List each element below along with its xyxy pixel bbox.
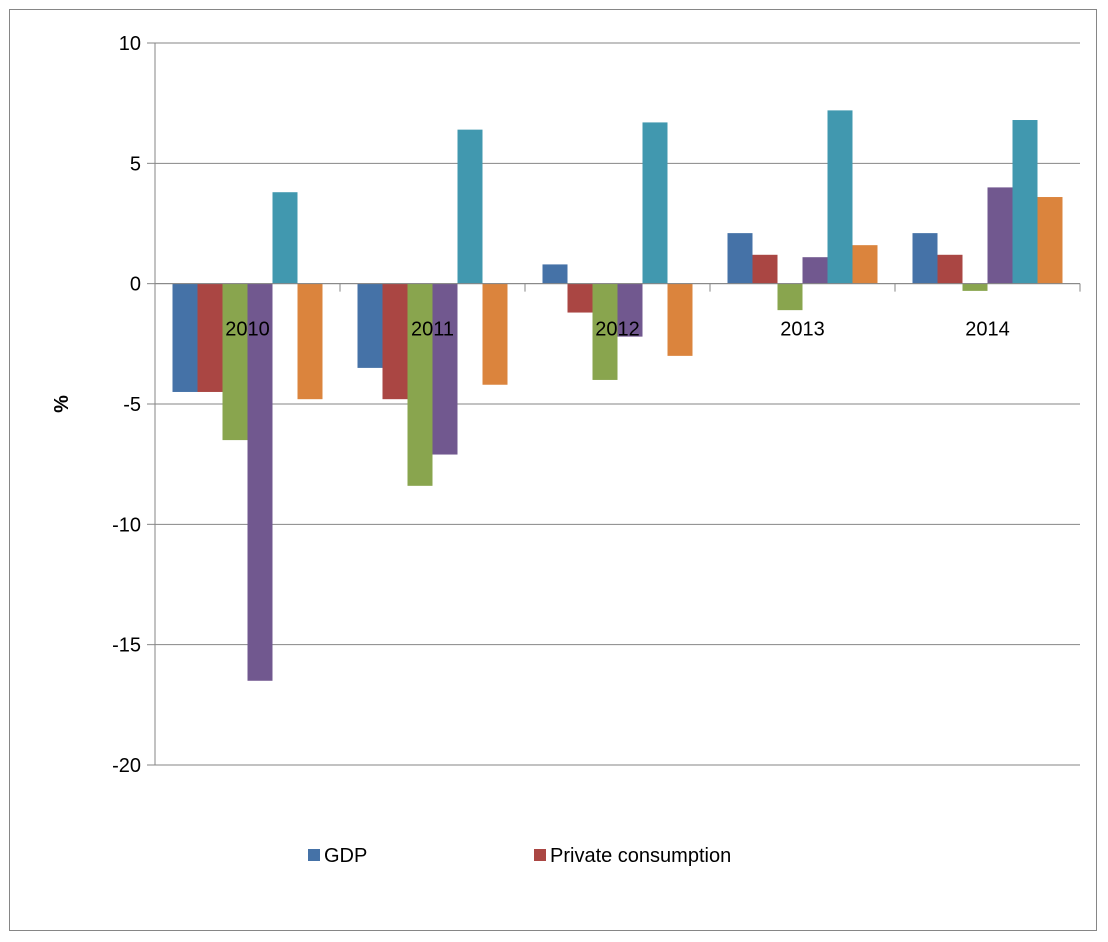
legend-swatch bbox=[308, 849, 320, 861]
legend-item: Private consumption bbox=[534, 845, 731, 867]
bar bbox=[457, 129, 483, 284]
bar bbox=[407, 283, 433, 486]
y-tick-label: -5 bbox=[123, 394, 141, 416]
bar bbox=[432, 283, 458, 455]
legend-swatch bbox=[534, 849, 546, 861]
bar bbox=[297, 283, 323, 400]
y-tick-label: -15 bbox=[112, 635, 141, 657]
bar bbox=[222, 283, 248, 441]
bar bbox=[1037, 197, 1063, 284]
legend-label: Private consumption bbox=[550, 845, 731, 867]
bar bbox=[667, 283, 693, 356]
x-tick-label: 2013 bbox=[780, 319, 825, 341]
gridlines bbox=[147, 42, 1080, 766]
y-axis-label: % bbox=[51, 395, 73, 413]
legend-item: GDP bbox=[308, 845, 367, 867]
bar bbox=[962, 283, 988, 291]
bar bbox=[777, 283, 803, 311]
y-tick-label: 10 bbox=[119, 33, 141, 55]
bar bbox=[727, 233, 753, 284]
bar bbox=[987, 187, 1013, 284]
bar bbox=[827, 110, 853, 284]
bar bbox=[357, 283, 383, 368]
bar bbox=[752, 254, 778, 284]
bar bbox=[567, 283, 593, 313]
bar bbox=[937, 254, 963, 284]
legend-label: GDP bbox=[324, 845, 367, 867]
y-tick-label: -10 bbox=[112, 514, 141, 536]
bar bbox=[802, 257, 828, 284]
bars bbox=[172, 110, 1063, 681]
x-tick-label: 2010 bbox=[225, 319, 270, 341]
x-tick-label: 2014 bbox=[965, 319, 1010, 341]
bar bbox=[642, 122, 668, 284]
bar bbox=[247, 283, 273, 681]
bar bbox=[272, 192, 298, 284]
bar bbox=[172, 283, 198, 392]
y-tick-label: 0 bbox=[130, 274, 141, 296]
bar bbox=[1012, 120, 1038, 284]
bar bbox=[912, 233, 938, 284]
bar bbox=[482, 283, 508, 385]
x-tick-label: 2011 bbox=[411, 319, 454, 341]
legend: GDP Private consumption bbox=[308, 845, 731, 867]
x-tick-label: 2012 bbox=[595, 319, 640, 341]
bar bbox=[592, 283, 618, 380]
bar bbox=[542, 264, 568, 284]
bar bbox=[197, 283, 223, 392]
bar bbox=[617, 283, 643, 337]
y-tick-label: -20 bbox=[112, 755, 141, 777]
y-tick-labels: 10 5 0 -5 -10 -15 -20 bbox=[112, 33, 141, 777]
axes bbox=[154, 43, 1081, 765]
bar bbox=[382, 283, 408, 400]
chart-frame bbox=[9, 9, 1097, 931]
y-tick-label: 5 bbox=[130, 153, 141, 175]
bar bbox=[852, 245, 878, 284]
x-tick-labels: 2010 2011 2012 2013 2014 bbox=[225, 319, 1010, 341]
